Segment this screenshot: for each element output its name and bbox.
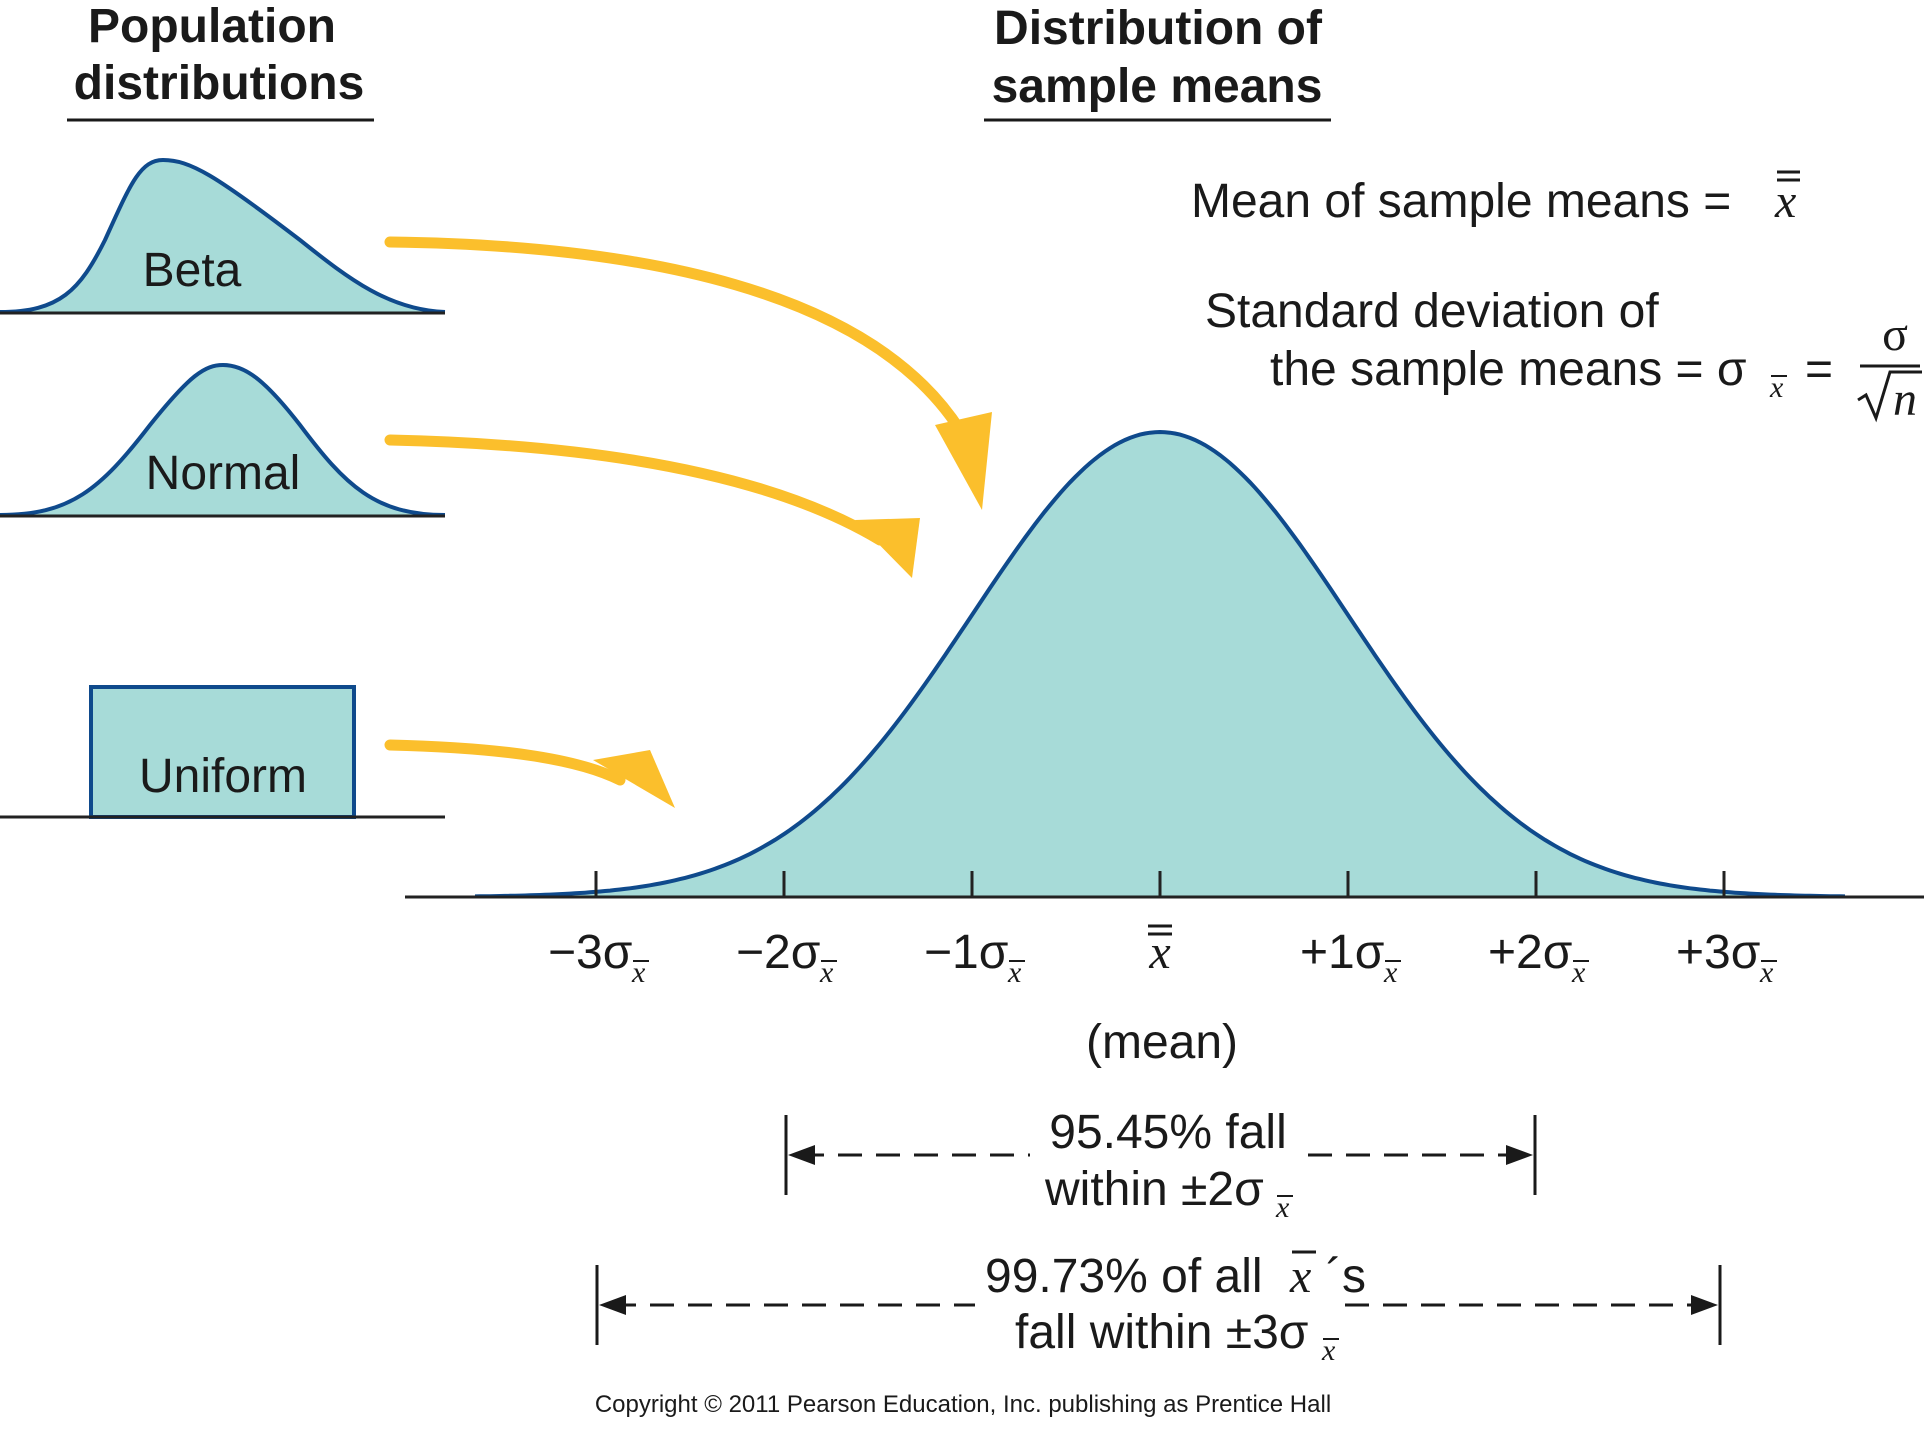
three-sigma-suffix: ´s bbox=[1326, 1250, 1366, 1303]
svg-text:x: x bbox=[1007, 956, 1022, 989]
three-sigma-line2: fall within ±3σ bbox=[1015, 1306, 1308, 1359]
svg-text:x: x bbox=[1383, 956, 1398, 989]
beta-arrow bbox=[384, 236, 966, 436]
sd-formula: Standard deviation of the sample means =… bbox=[1205, 285, 1922, 426]
sd-formula-line2: the sample means = σ bbox=[1270, 343, 1747, 396]
tick-label: +3σ x bbox=[1676, 926, 1777, 989]
population-header-line2: distributions bbox=[74, 57, 365, 110]
beta-label: Beta bbox=[143, 244, 242, 297]
svg-text:+3σ: +3σ bbox=[1676, 926, 1760, 979]
mean-label: (mean) bbox=[1086, 1016, 1238, 1069]
two-sigma-subscript: x bbox=[1275, 1191, 1290, 1224]
two-sigma-line2: within ±2σ bbox=[1044, 1163, 1264, 1216]
svg-text:+1σ: +1σ bbox=[1300, 926, 1384, 979]
uniform-arrowhead bbox=[593, 750, 675, 808]
population-header-line1: Population bbox=[88, 0, 336, 53]
mean-formula-text: Mean of sample means = bbox=[1191, 175, 1731, 228]
svg-text:x: x bbox=[1759, 956, 1774, 989]
sd-formula-line1: Standard deviation of bbox=[1205, 285, 1659, 338]
tick-label: −2σ x bbox=[736, 926, 837, 989]
uniform-label: Uniform bbox=[139, 750, 307, 803]
svg-text:x: x bbox=[1571, 956, 1586, 989]
three-sigma-xbar: x bbox=[1289, 1250, 1311, 1303]
sample-header: Distribution of sample means bbox=[984, 2, 1331, 122]
tick-label: −1σ x bbox=[924, 926, 1025, 989]
tick-label: +2σ x bbox=[1488, 926, 1589, 989]
normal-label: Normal bbox=[146, 447, 301, 500]
svg-text:x: x bbox=[631, 956, 646, 989]
copyright-text: Copyright © 2011 Pearson Education, Inc.… bbox=[595, 1391, 1331, 1418]
normal-distribution: Normal bbox=[0, 362, 446, 518]
sample-header-line2: sample means bbox=[992, 60, 1323, 113]
mean-formula: Mean of sample means = x bbox=[1191, 170, 1800, 228]
svg-text:−1σ: −1σ bbox=[924, 926, 1008, 979]
sample-header-line1: Distribution of bbox=[994, 2, 1323, 55]
beta-distribution: Beta bbox=[0, 157, 446, 315]
svg-text:x: x bbox=[819, 956, 834, 989]
sd-formula-numerator: σ bbox=[1882, 308, 1908, 361]
sd-formula-equals: = bbox=[1805, 343, 1833, 396]
two-sigma-range: 95.45% fall within ±2σ x bbox=[784, 1106, 1537, 1224]
sd-formula-denominator: n bbox=[1893, 373, 1917, 426]
population-header: Population distributions bbox=[67, 0, 374, 122]
uniform-arrow bbox=[384, 739, 626, 786]
svg-text:+2σ: +2σ bbox=[1488, 926, 1572, 979]
sqrt-sign-icon bbox=[1857, 370, 1922, 423]
normal-arrowhead bbox=[855, 518, 920, 578]
sd-formula-subscript: x bbox=[1769, 371, 1784, 404]
uniform-distribution: Uniform bbox=[0, 685, 445, 819]
svg-text:x: x bbox=[1148, 926, 1170, 979]
three-sigma-subscript: x bbox=[1321, 1334, 1336, 1367]
convergence-arrows bbox=[384, 236, 992, 808]
svg-text:−3σ: −3σ bbox=[548, 926, 632, 979]
two-sigma-line1: 95.45% fall bbox=[1049, 1106, 1287, 1159]
sample-means-distribution: −3σ x −2σ x −1σ x x +1σ x +2σ x +3σ x bbox=[405, 429, 1924, 989]
three-sigma-range: 99.73% of all x ´s fall within ±3σ x bbox=[595, 1250, 1722, 1367]
mean-of-means-symbol: x bbox=[1774, 175, 1796, 228]
normal-arrow bbox=[384, 434, 886, 546]
tick-label: x bbox=[1148, 924, 1172, 979]
svg-text:−2σ: −2σ bbox=[736, 926, 820, 979]
tick-label: +1σ x bbox=[1300, 926, 1401, 989]
tick-label: −3σ x bbox=[548, 926, 649, 989]
beta-arrowhead bbox=[935, 412, 992, 510]
three-sigma-line1: 99.73% of all bbox=[985, 1250, 1263, 1303]
